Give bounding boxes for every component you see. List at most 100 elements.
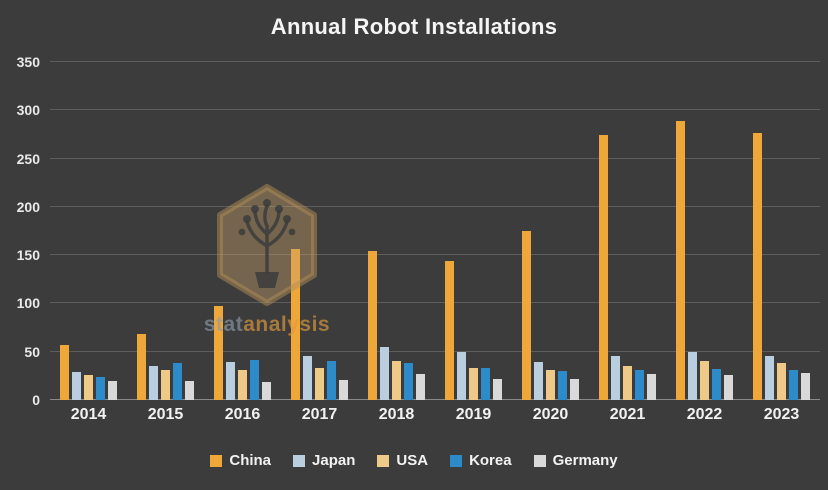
- legend-item-korea: Korea: [450, 452, 512, 469]
- bar-groups: [50, 62, 820, 400]
- legend-label-china: China: [229, 452, 272, 469]
- bar-group-2018: [358, 62, 435, 400]
- bar-usa-2017: [315, 368, 324, 400]
- x-axis-tick-label: 2023: [763, 406, 800, 423]
- bar-japan-2023: [765, 355, 774, 400]
- legend-label-japan: Japan: [312, 452, 356, 469]
- bar-germany-2017: [339, 379, 348, 400]
- bar-usa-2019: [469, 368, 478, 400]
- bar-china-2016: [214, 306, 223, 400]
- bar-japan-2014: [72, 372, 81, 400]
- bar-china-2020: [522, 231, 531, 400]
- legend-item-china: China: [210, 452, 271, 469]
- legend: China Japan USA Korea Germany: [0, 452, 828, 469]
- x-axis-tick-label: 2015: [147, 406, 184, 423]
- y-axis-tick-label: 350: [16, 54, 40, 70]
- bar-germany-2015: [185, 380, 194, 400]
- y-axis-tick-label: 150: [16, 247, 40, 264]
- legend-swatch-korea: [450, 454, 463, 467]
- legend-swatch-china: [210, 454, 223, 467]
- bar-japan-2019: [457, 351, 466, 400]
- x-axis-tick-label: 2018: [378, 406, 415, 423]
- legend-item-germany: Germany: [533, 452, 618, 469]
- bar-korea-2023: [789, 370, 798, 400]
- y-axis-tick-label: 50: [24, 343, 40, 360]
- legend-label-germany: Germany: [552, 452, 618, 469]
- bar-japan-2015: [149, 366, 158, 400]
- bar-china-2015: [137, 334, 146, 400]
- legend-item-japan: Japan: [293, 452, 355, 469]
- bar-usa-2020: [546, 370, 555, 400]
- bar-korea-2014: [96, 376, 105, 400]
- bar-korea-2021: [635, 370, 644, 400]
- bar-germany-2019: [493, 378, 502, 400]
- gridline: [50, 302, 820, 304]
- bar-germany-2021: [647, 373, 656, 400]
- bar-germany-2023: [801, 372, 810, 400]
- legend-swatch-usa: [377, 454, 390, 467]
- bar-germany-2022: [724, 374, 733, 400]
- bar-korea-2015: [173, 363, 182, 400]
- legend-label-korea: Korea: [469, 452, 512, 469]
- y-axis-tick-label: 0: [32, 392, 40, 408]
- y-axis-tick-label: 100: [16, 295, 40, 312]
- gridline: [50, 205, 820, 207]
- x-axis-tick-label: 2019: [455, 406, 492, 423]
- bar-china-2019: [445, 260, 454, 400]
- bar-china-2018: [368, 251, 377, 400]
- gridline: [50, 254, 820, 256]
- bar-group-2020: [512, 62, 589, 400]
- bar-korea-2017: [327, 361, 336, 400]
- y-axis: 0 50 100 150 200 250 300 350: [0, 54, 44, 408]
- bar-group-2016: [204, 62, 281, 400]
- bar-korea-2016: [250, 360, 259, 400]
- gridline: [50, 157, 820, 159]
- bar-korea-2020: [558, 371, 567, 400]
- bar-china-2023: [753, 133, 762, 400]
- x-axis-tick-label: 2014: [70, 406, 107, 423]
- bar-group-2015: [127, 62, 204, 400]
- bar-china-2017: [291, 249, 300, 400]
- bar-china-2022: [676, 120, 685, 400]
- x-axis-tick-label: 2020: [532, 406, 569, 423]
- x-axis: 2014 2015 2016 2017 2018 2019 2020 2021 2022 2023: [50, 406, 820, 424]
- gridline: [50, 350, 820, 352]
- bar-usa-2015: [161, 370, 170, 400]
- bar-usa-2021: [623, 366, 632, 400]
- chart-title: Annual Robot Installations: [270, 14, 558, 39]
- bar-japan-2018: [380, 346, 389, 400]
- bar-usa-2016: [238, 370, 247, 400]
- gridline: [50, 109, 820, 111]
- bar-usa-2023: [777, 363, 786, 400]
- bar-group-2023: [743, 62, 820, 400]
- bar-germany-2016: [262, 381, 271, 400]
- bar-japan-2022: [688, 351, 697, 400]
- x-axis-tick-label: 2017: [301, 406, 338, 423]
- bar-germany-2014: [108, 380, 117, 400]
- bar-china-2021: [599, 135, 608, 400]
- legend-swatch-germany: [533, 454, 546, 467]
- bar-japan-2016: [226, 362, 235, 400]
- bar-japan-2017: [303, 355, 312, 400]
- x-axis-tick-label: 2016: [224, 406, 261, 423]
- bar-group-2021: [589, 62, 666, 400]
- bar-korea-2022: [712, 369, 721, 400]
- bar-china-2014: [60, 344, 69, 400]
- x-axis-tick-label: 2022: [686, 406, 723, 423]
- y-axis-tick-label: 250: [16, 150, 40, 167]
- y-axis-tick-label: 300: [16, 102, 40, 119]
- plot-area: statanalysis: [50, 61, 820, 400]
- bar-usa-2014: [84, 374, 93, 400]
- bar-germany-2020: [570, 378, 579, 400]
- legend-item-usa: USA: [377, 452, 428, 469]
- bar-japan-2021: [611, 355, 620, 400]
- bar-korea-2018: [404, 363, 413, 400]
- bar-group-2022: [666, 62, 743, 400]
- bar-germany-2018: [416, 373, 425, 400]
- y-axis-tick-label: 200: [16, 198, 40, 215]
- gridline: [50, 61, 820, 62]
- legend-label-usa: USA: [396, 452, 429, 469]
- legend-swatch-japan: [293, 454, 306, 467]
- bar-group-2017: [281, 62, 358, 400]
- bar-group-2014: [50, 62, 127, 400]
